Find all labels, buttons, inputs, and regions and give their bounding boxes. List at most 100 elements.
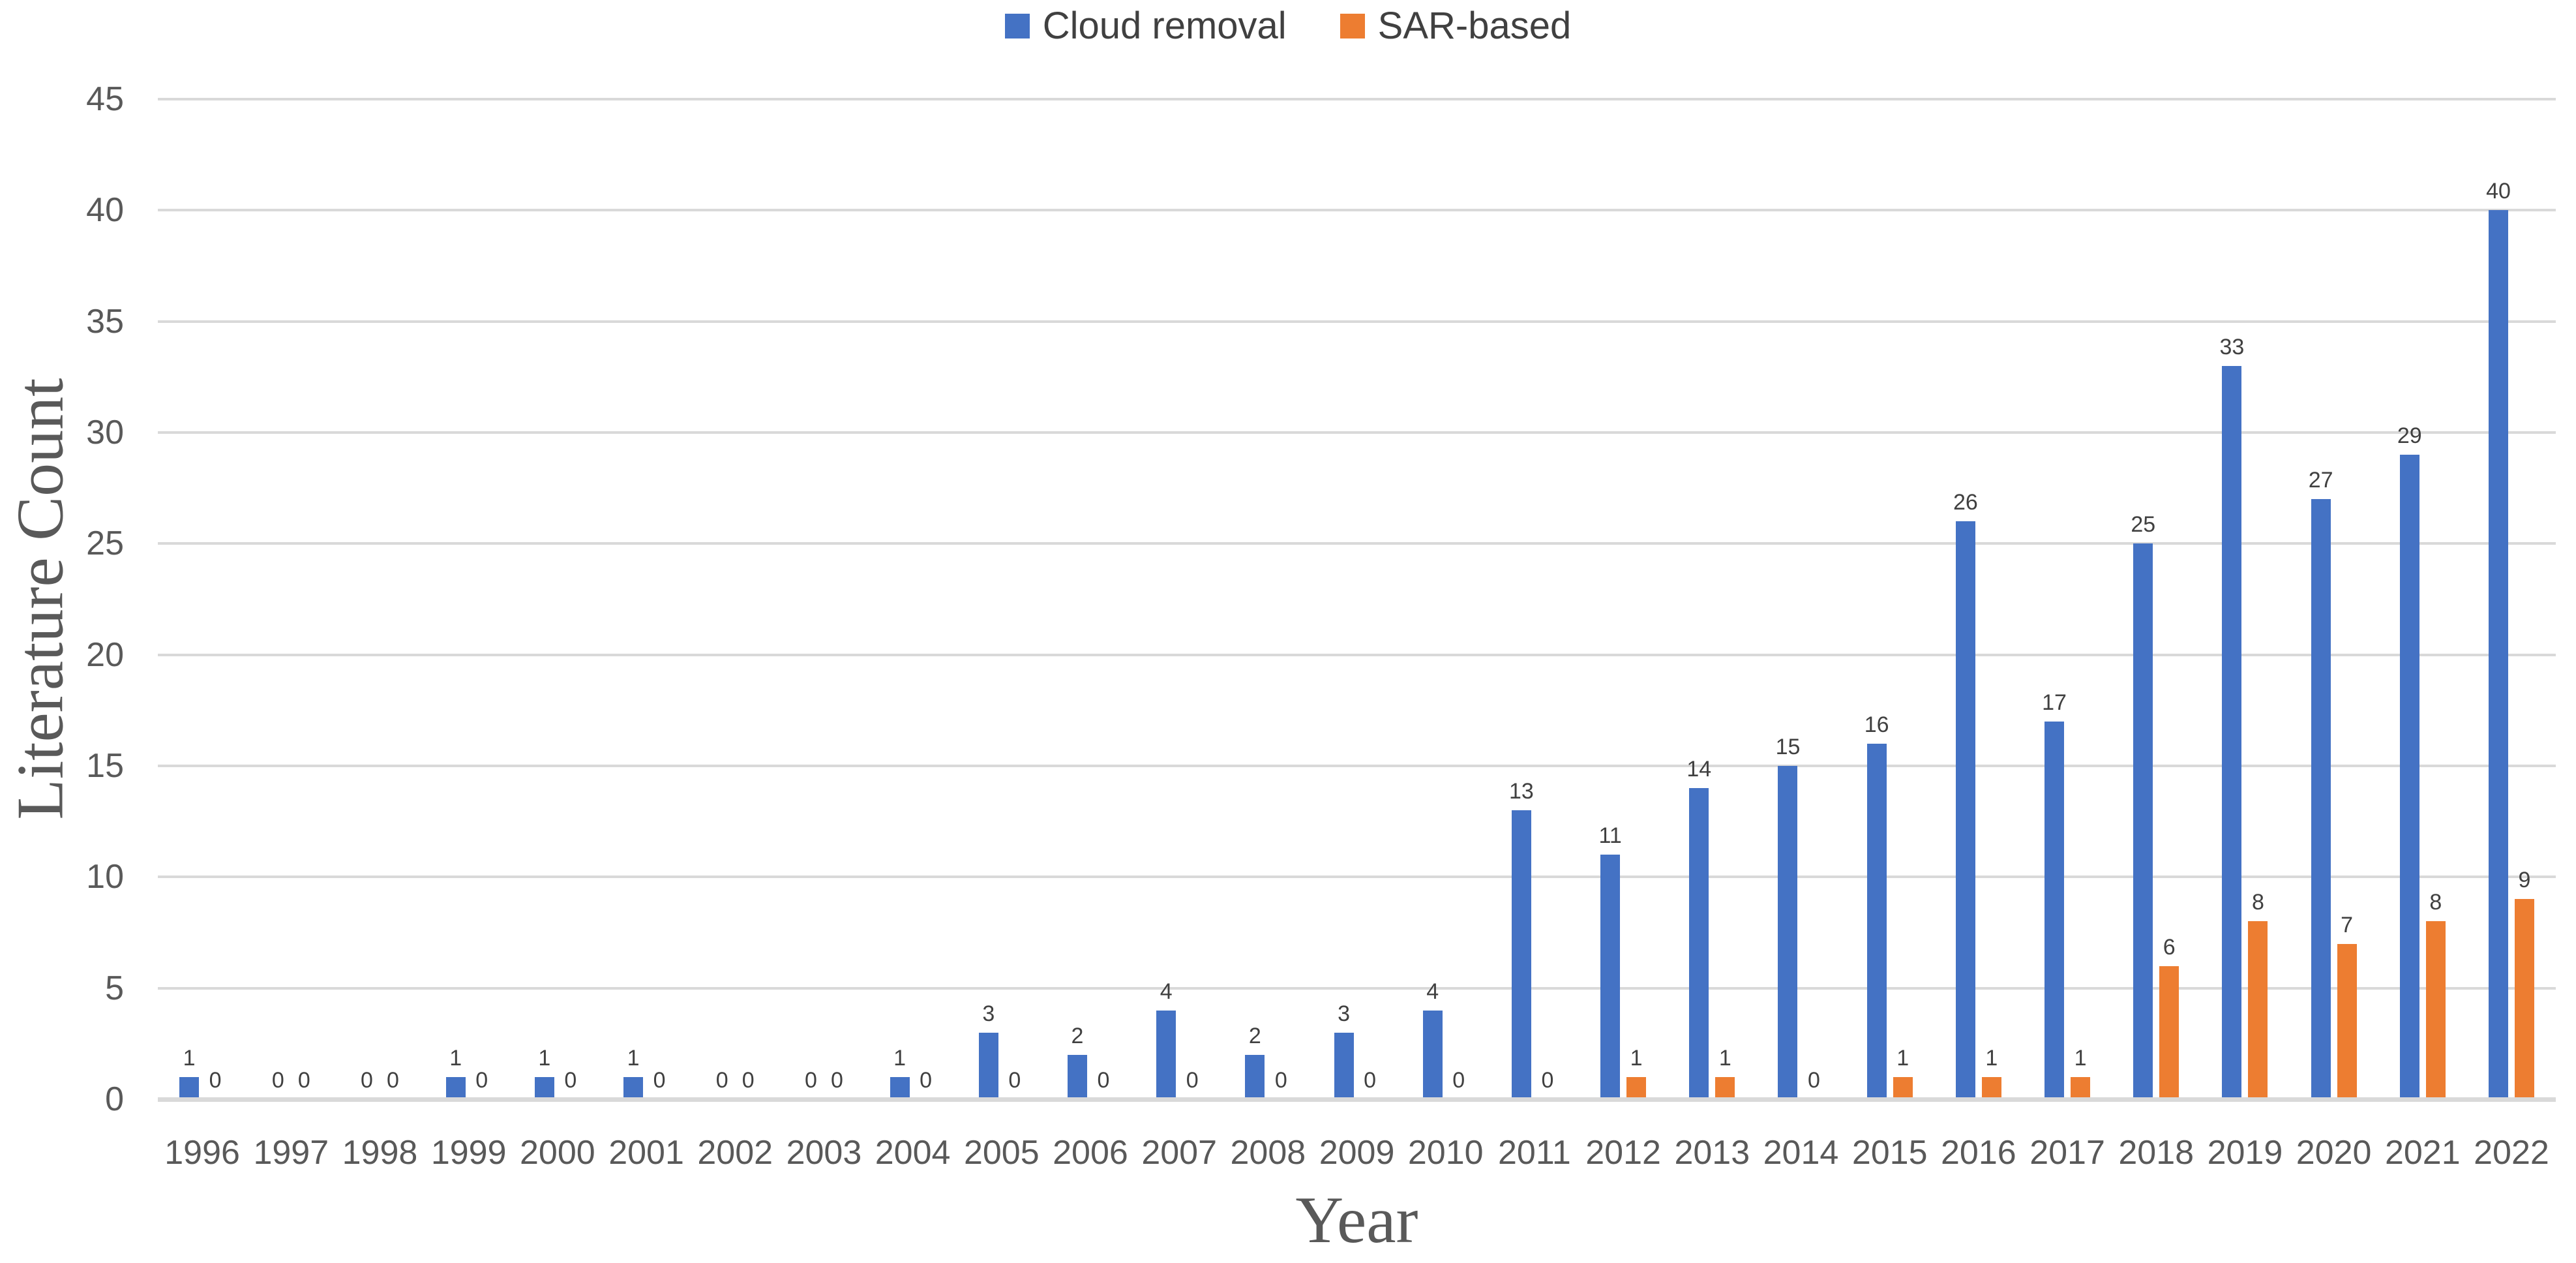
bar-col-sar-based-2005: 0	[1005, 99, 1025, 1099]
x-tick-label-2002: 2002	[697, 1134, 773, 1172]
bar	[1866, 743, 1887, 1099]
bar	[445, 1076, 466, 1099]
legend-swatch-sar-based	[1340, 13, 1365, 38]
x-tick-label-2012: 2012	[1585, 1134, 1661, 1172]
bar-col-sar-based-2021: 8	[2425, 99, 2446, 1099]
data-label: 26	[1953, 490, 1978, 515]
x-tick-label-1999: 1999	[430, 1134, 507, 1172]
bar-col-cloud-removal-2020: 27	[2309, 99, 2333, 1099]
bar	[1422, 1010, 1443, 1099]
data-label: 0	[741, 1068, 755, 1093]
data-label: 0	[271, 1068, 284, 1093]
gridline-30	[158, 431, 2556, 434]
bar-group-2014: 15 0	[1756, 99, 1845, 1099]
x-tick-label-2007: 2007	[1141, 1134, 1217, 1172]
bar-col-sar-based-2011: 0	[1538, 99, 1557, 1099]
y-tick-label-45: 45	[86, 80, 124, 118]
bar-col-sar-based-2013: 1	[1715, 99, 1735, 1099]
bar-col-cloud-removal-2012: 11	[1598, 99, 1622, 1099]
data-label: 0	[1097, 1068, 1110, 1093]
x-tick-label-2019: 2019	[2207, 1134, 2283, 1172]
data-label: 0	[1008, 1068, 1021, 1093]
bars-container: 1 0 0 0 0 0 1 0 1 0 1 0 0 0 0 0 1 0 3 0 2 0 4 0 2 0 3 0 4 0 13 0 11 1 14 1 1…	[158, 99, 2556, 1099]
legend-label-cloud-removal: Cloud removal	[1042, 5, 1287, 47]
bar-col-sar-based-2001: 0	[650, 99, 669, 1099]
bar-col-cloud-removal-2009: 3	[1334, 99, 1354, 1099]
y-tick-label-35: 35	[86, 302, 124, 341]
bar-group-2012: 11 1	[1579, 99, 1668, 1099]
x-tick-label-2000: 2000	[520, 1134, 595, 1172]
bar-col-sar-based-1999: 0	[472, 99, 492, 1099]
bar-col-sar-based-2016: 1	[1981, 99, 2001, 1099]
x-tick-label-2010: 2010	[1407, 1134, 1484, 1172]
bar-col-cloud-removal-2017: 17	[2042, 99, 2067, 1099]
data-label: 1	[449, 1045, 462, 1071]
bar-col-cloud-removal-2001: 1	[623, 99, 644, 1099]
bar-col-sar-based-2003: 0	[827, 99, 846, 1099]
bar-col-sar-based-2020: 7	[2337, 99, 2357, 1099]
gridline-45	[158, 98, 2556, 100]
y-tick-label-5: 5	[105, 969, 124, 1007]
data-label: 0	[920, 1068, 933, 1093]
data-label: 33	[2219, 334, 2245, 359]
x-tick-label-2022: 2022	[2474, 1134, 2549, 1172]
bar-col-cloud-removal-1997: 0	[268, 99, 288, 1099]
bar	[623, 1076, 644, 1099]
bar	[2514, 899, 2534, 1099]
bar	[1334, 1032, 1354, 1099]
y-tick-label-25: 25	[86, 525, 124, 563]
bar-col-cloud-removal-2016: 26	[1953, 99, 1978, 1099]
data-label: 0	[209, 1068, 222, 1093]
legend-label-sar-based: SAR-based	[1377, 5, 1572, 47]
bar-col-cloud-removal-2021: 29	[2397, 99, 2422, 1099]
gridline-35	[158, 320, 2556, 323]
x-tick-label-2021: 2021	[2384, 1134, 2461, 1172]
data-label: 11	[1598, 823, 1622, 849]
bar-col-cloud-removal-2015: 16	[1865, 99, 1889, 1099]
bar-group-2021: 29 8	[2378, 99, 2467, 1099]
bar-col-cloud-removal-2018: 25	[2131, 99, 2155, 1099]
bar-col-cloud-removal-2008: 2	[1245, 99, 1265, 1099]
bar-col-cloud-removal-2006: 2	[1067, 99, 1087, 1099]
bar-group-2013: 14 1	[1668, 99, 1756, 1099]
bar	[1156, 1010, 1176, 1099]
bar	[890, 1076, 910, 1099]
x-tick-label-1996: 1996	[164, 1134, 240, 1172]
bar	[2133, 543, 2153, 1099]
x-tick-label-2015: 2015	[1851, 1134, 1928, 1172]
data-label: 0	[653, 1068, 666, 1093]
bar-col-sar-based-2012: 1	[1626, 99, 1647, 1099]
data-label: 0	[804, 1068, 817, 1093]
x-tick-label-2008: 2008	[1230, 1134, 1306, 1172]
data-label: 0	[1452, 1068, 1465, 1093]
data-label: 8	[2251, 890, 2264, 915]
bar	[2425, 921, 2446, 1099]
data-label: 3	[982, 1001, 995, 1026]
data-label: 3	[1338, 1001, 1350, 1026]
bar-group-2015: 16 1	[1846, 99, 1934, 1099]
bar-group-2016: 26 1	[1934, 99, 2023, 1099]
bar	[2488, 210, 2508, 1099]
data-label: 0	[361, 1068, 373, 1093]
data-label: 2	[1248, 1023, 1261, 1048]
legend-item-cloud-removal: Cloud removal	[1004, 5, 1287, 47]
bar-col-sar-based-2018: 6	[2159, 99, 2179, 1099]
x-tick-label-2018: 2018	[2118, 1134, 2194, 1172]
bar-col-sar-based-2015: 1	[1893, 99, 1913, 1099]
bar	[179, 1076, 200, 1099]
data-label: 1	[538, 1045, 551, 1071]
gridline-20	[158, 653, 2556, 656]
bar-col-cloud-removal-2011: 13	[1509, 99, 1534, 1099]
data-label: 0	[715, 1068, 728, 1093]
data-label: 0	[564, 1068, 577, 1093]
bar	[2311, 499, 2331, 1099]
bar-col-cloud-removal-2005: 3	[978, 99, 998, 1099]
